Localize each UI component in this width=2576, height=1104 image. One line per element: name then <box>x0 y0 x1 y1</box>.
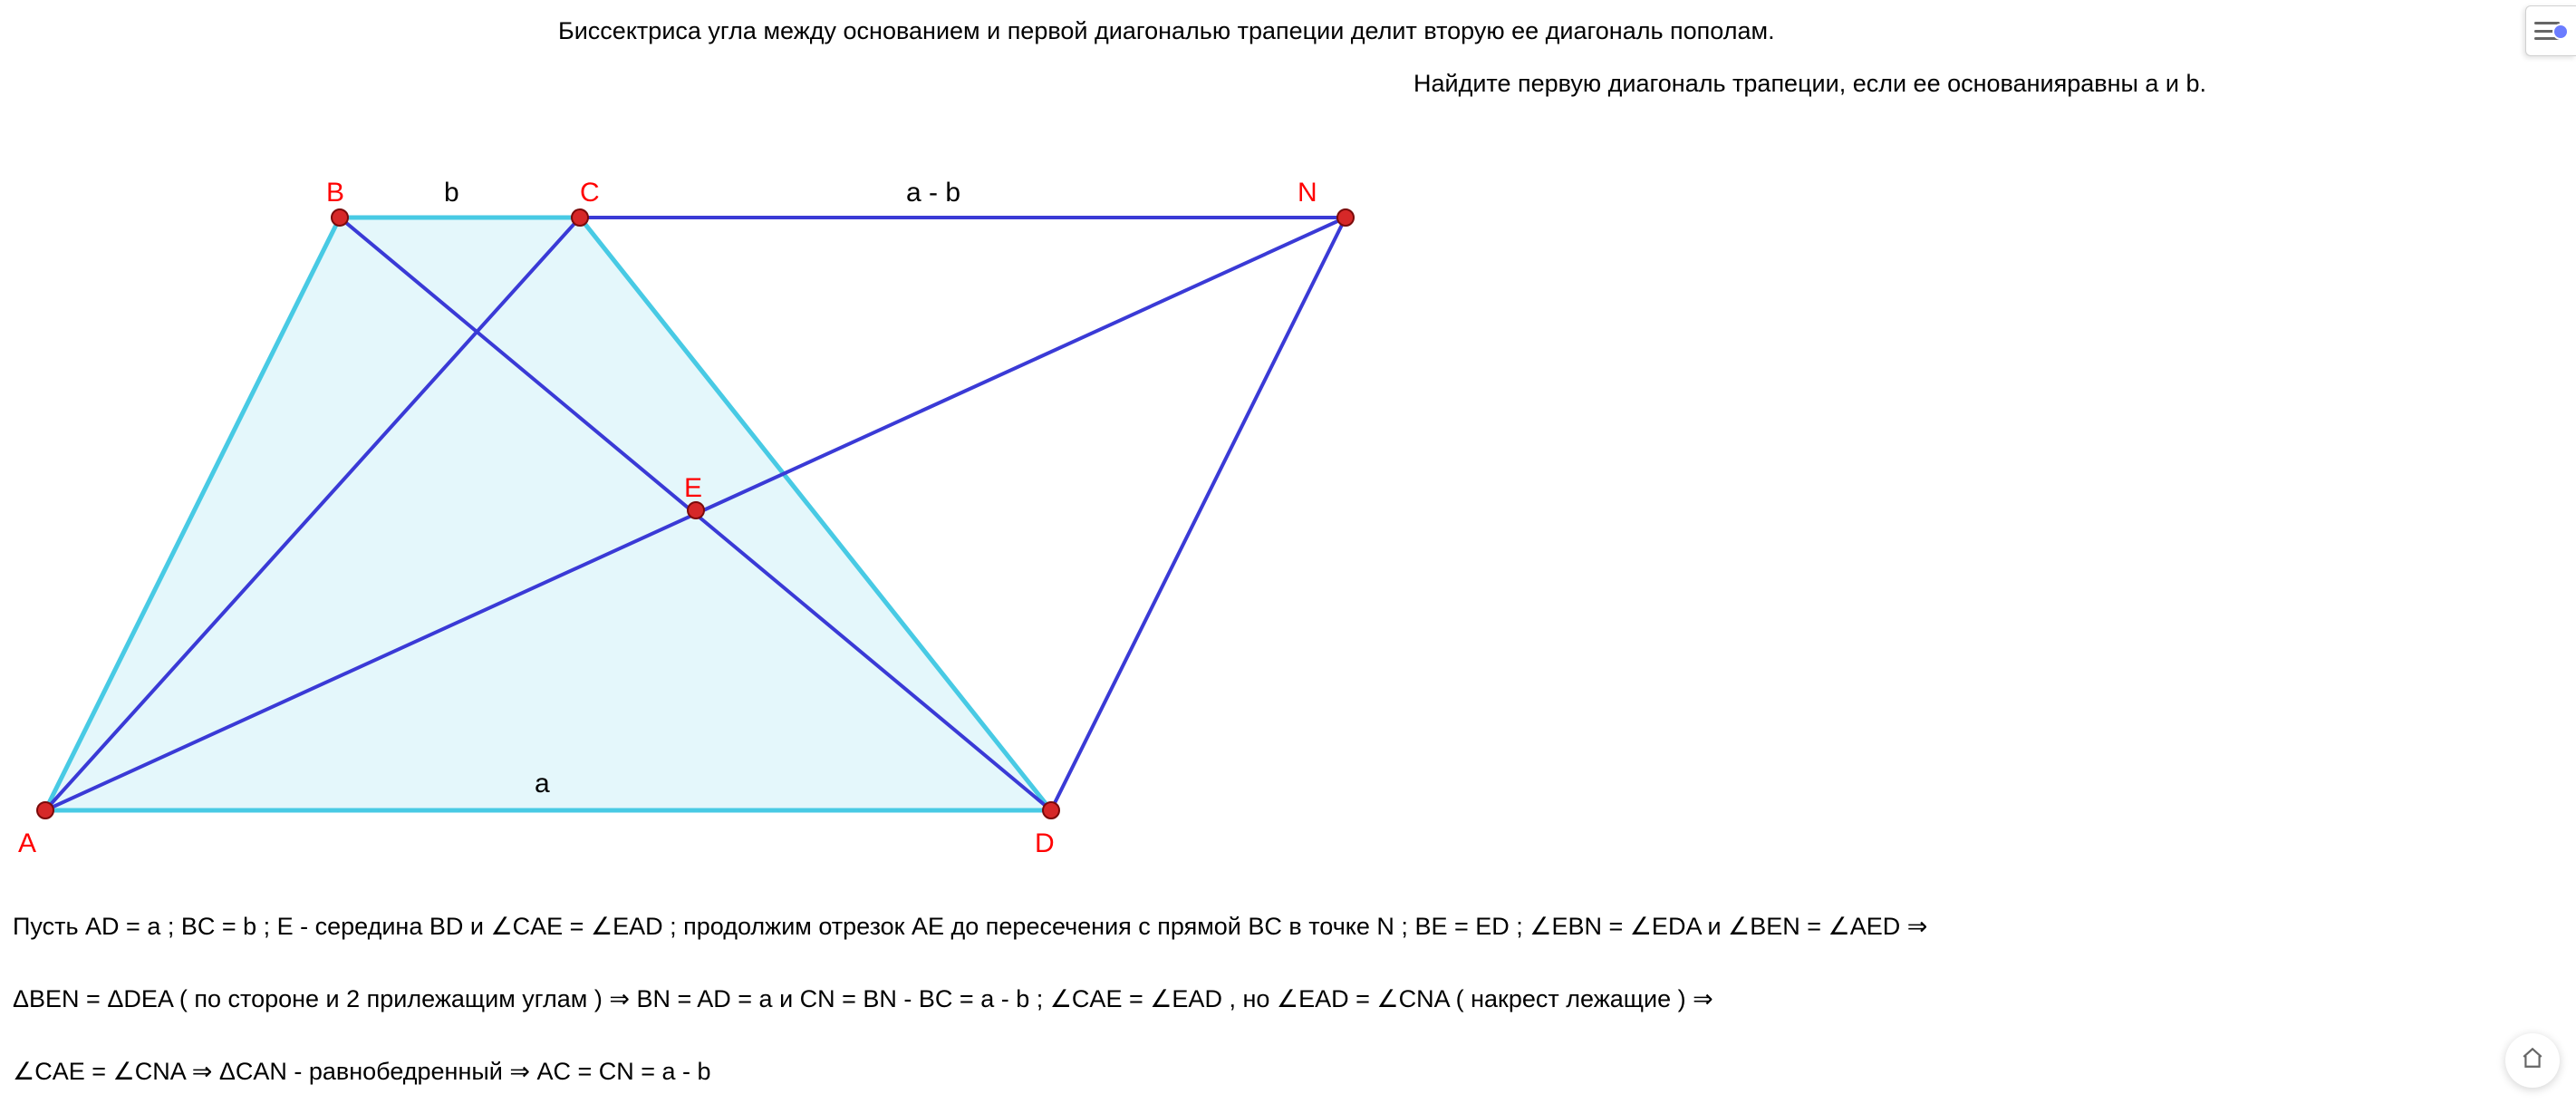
edge-label-a-b: a - b <box>906 178 960 208</box>
problem-statement-line1: Биссектриса угла между основанием и перв… <box>558 15 1775 49</box>
menu-button[interactable] <box>2525 5 2576 56</box>
home-button[interactable] <box>2505 1033 2560 1088</box>
home-icon <box>2521 1046 2544 1076</box>
geometry-diagram: A B C D E N b a - b a <box>0 163 1450 870</box>
problem-statement-line2: Найдите первую диагональ трапеции, если … <box>1413 67 2206 102</box>
proof-line-1: Пусть AD = a ; BC = b ; E - середина BD … <box>13 908 1927 945</box>
label-B: B <box>326 178 344 208</box>
point-B[interactable] <box>332 209 348 226</box>
label-N: N <box>1298 178 1317 208</box>
edge-label-b: b <box>444 178 459 208</box>
edge-label-a: a <box>535 769 550 799</box>
point-C[interactable] <box>572 209 588 226</box>
line-DN <box>1051 218 1346 810</box>
point-D[interactable] <box>1043 802 1059 818</box>
label-A: A <box>18 828 36 858</box>
label-E: E <box>684 473 702 503</box>
trapezoid-ABCD <box>45 218 1051 810</box>
point-N[interactable] <box>1337 209 1354 226</box>
point-A[interactable] <box>37 802 53 818</box>
proof-line-3: ∠CAE = ∠CNA ⇒ ΔCAN - равнобедренный ⇒ AC… <box>13 1053 711 1090</box>
point-E[interactable] <box>688 502 704 518</box>
menu-accent-icon <box>2552 24 2569 40</box>
proof-line-2: ΔBEN = ΔDEA ( по стороне и 2 прилежащим … <box>13 981 1713 1018</box>
label-C: C <box>580 178 600 208</box>
label-D: D <box>1035 828 1055 858</box>
